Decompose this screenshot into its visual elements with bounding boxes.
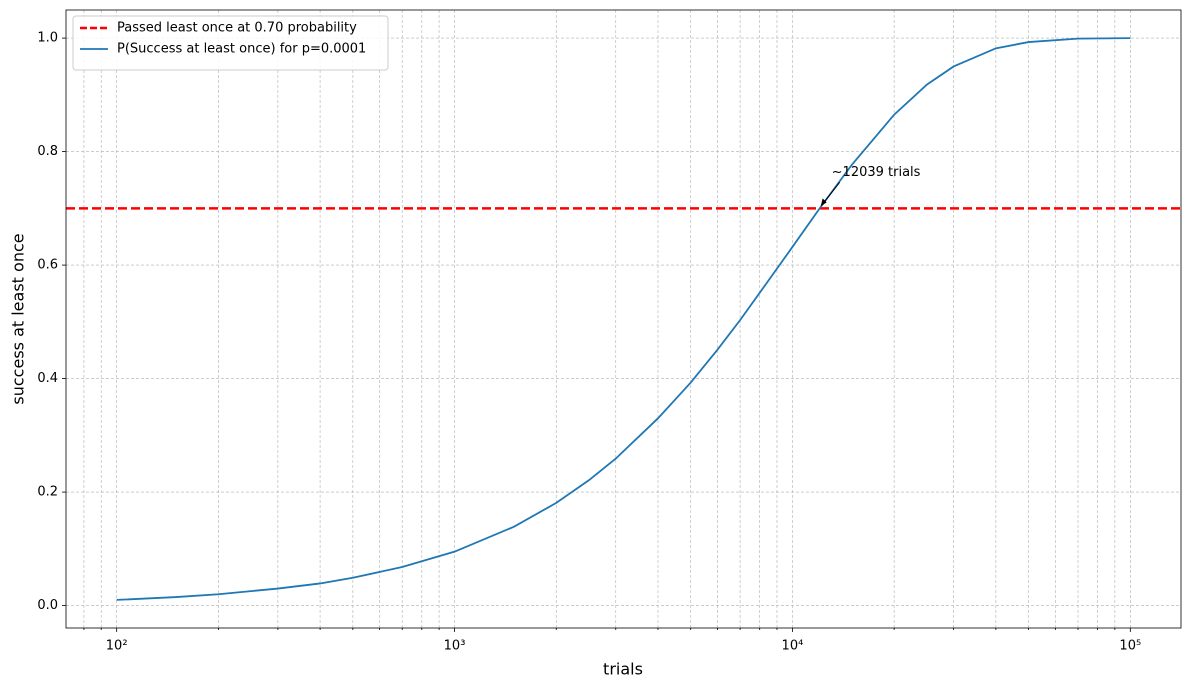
plot-frame xyxy=(65,9,1182,629)
data-line xyxy=(116,37,1131,601)
x-tick-label: 10³ xyxy=(444,639,466,654)
y-tick-label: 0.0 xyxy=(37,598,58,613)
y-tick-label: 0.4 xyxy=(37,371,58,386)
legend: Passed least once at 0.70 probability P(S… xyxy=(72,15,389,71)
annotation: ~12039 trials xyxy=(832,165,921,180)
x-axis-label: trials xyxy=(603,660,643,679)
x-tick-label: 10⁴ xyxy=(782,639,804,654)
x-tick-label: 10² xyxy=(106,639,128,654)
legend-label: P(Success at least once) for p=0.0001 xyxy=(117,42,366,57)
x-tick-label: 10⁵ xyxy=(1119,639,1141,654)
y-tick-label: 0.6 xyxy=(37,258,58,273)
y-axis-label: success at least once xyxy=(9,233,28,404)
y-tick-label: 0.8 xyxy=(37,144,58,159)
annotation-arrowhead xyxy=(820,198,827,207)
legend-label: Passed least once at 0.70 probability xyxy=(117,21,357,36)
y-tick-label: 1.0 xyxy=(37,31,58,46)
legend-box xyxy=(72,15,389,71)
y-tick-label: 0.2 xyxy=(37,485,58,500)
